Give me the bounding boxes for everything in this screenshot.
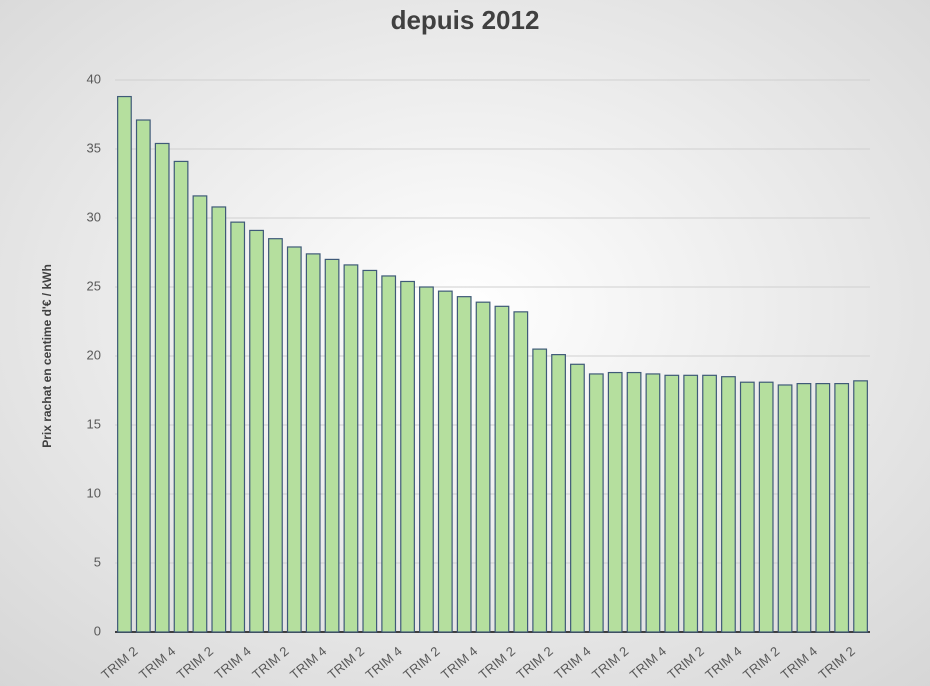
y-tick-label: 15 — [87, 416, 101, 431]
bar — [135, 119, 151, 633]
bar — [551, 354, 566, 633]
y-tick-label: 25 — [87, 278, 101, 293]
y-tick-label: 5 — [94, 554, 101, 569]
bar — [815, 383, 831, 633]
bar — [513, 311, 529, 633]
bar — [362, 269, 378, 633]
bar — [324, 258, 340, 633]
bar — [853, 380, 868, 633]
bar — [721, 376, 736, 633]
bar — [305, 253, 321, 633]
bar — [796, 383, 812, 633]
bar — [626, 371, 642, 633]
bar — [249, 229, 264, 633]
bar — [494, 305, 510, 633]
bar — [475, 301, 491, 633]
y-tick-label: 30 — [87, 209, 101, 224]
bar — [739, 381, 755, 633]
bar — [607, 371, 623, 633]
bar — [230, 221, 246, 633]
bar — [192, 195, 208, 633]
bar — [683, 374, 699, 633]
bar — [532, 348, 548, 633]
y-tick-label: 0 — [94, 623, 101, 638]
bar — [400, 280, 415, 633]
bar — [570, 363, 585, 633]
bar — [268, 238, 283, 633]
y-axis-label: Prix rachat en centime d'€ / kWh — [40, 264, 54, 448]
bar — [381, 275, 397, 633]
bar — [117, 95, 132, 633]
chart-title: depuis 2012 — [391, 5, 540, 35]
bar — [664, 374, 680, 633]
bar — [588, 373, 604, 633]
bar — [437, 290, 453, 633]
bar — [456, 296, 472, 633]
bar — [834, 383, 850, 633]
bar — [211, 206, 227, 633]
bar — [154, 142, 170, 633]
bar — [777, 384, 793, 633]
bar — [645, 373, 661, 633]
y-tick-label: 10 — [87, 485, 101, 500]
y-tick-label: 35 — [87, 140, 101, 155]
y-tick-label: 40 — [87, 71, 101, 86]
bar — [343, 264, 359, 633]
bar — [173, 160, 189, 633]
bar — [702, 374, 717, 633]
bar — [419, 286, 434, 633]
y-tick-label: 20 — [87, 347, 101, 362]
bar — [758, 381, 774, 633]
bar — [286, 246, 302, 633]
